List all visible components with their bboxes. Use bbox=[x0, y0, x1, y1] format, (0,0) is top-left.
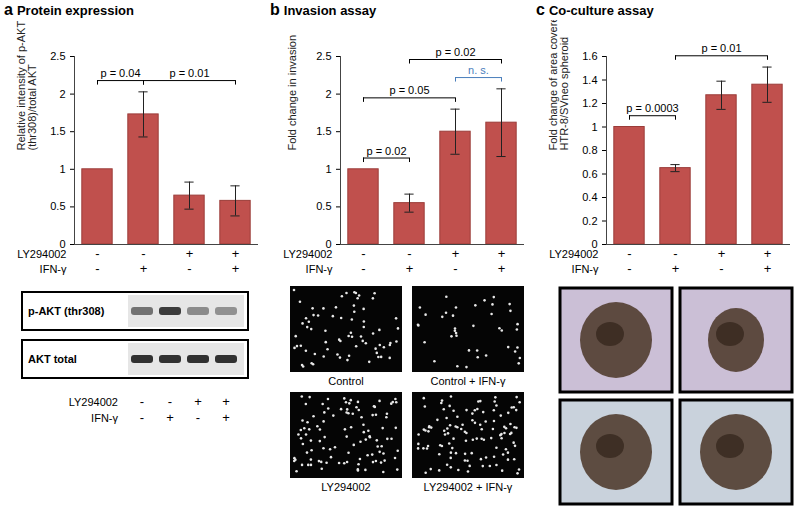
svg-text:-: - bbox=[453, 261, 457, 276]
svg-text:-: - bbox=[361, 246, 365, 261]
svg-text:+: + bbox=[764, 246, 772, 261]
svg-text:-: - bbox=[196, 410, 200, 425]
svg-text:+: + bbox=[452, 246, 460, 261]
svg-text:-: - bbox=[140, 394, 144, 409]
svg-text:0.4: 0.4 bbox=[582, 191, 597, 203]
svg-text:Fold change of area covered by: Fold change of area covered byHTR-8/SVne… bbox=[547, 20, 570, 151]
svg-text:+: + bbox=[232, 261, 240, 276]
svg-text:-: - bbox=[95, 246, 99, 261]
svg-text:n. s.: n. s. bbox=[468, 64, 489, 76]
svg-text:Control: Control bbox=[328, 375, 363, 387]
svg-text:Control + IFN-γ: Control + IFN-γ bbox=[431, 375, 506, 387]
svg-text:-: - bbox=[407, 246, 411, 261]
svg-text:p = 0.02: p = 0.02 bbox=[435, 46, 475, 58]
svg-text:LY294002: LY294002 bbox=[69, 396, 118, 408]
svg-text:1: 1 bbox=[325, 163, 331, 175]
svg-text:-: - bbox=[95, 261, 99, 276]
svg-text:1.6: 1.6 bbox=[582, 50, 597, 62]
svg-text:0.6: 0.6 bbox=[582, 168, 597, 180]
svg-text:AKT total: AKT total bbox=[28, 353, 77, 365]
svg-text:0.5: 0.5 bbox=[50, 200, 65, 212]
svg-text:2: 2 bbox=[325, 88, 331, 100]
svg-text:IFN-γ: IFN-γ bbox=[91, 412, 118, 424]
svg-text:+: + bbox=[222, 394, 230, 409]
svg-text:+: + bbox=[718, 246, 726, 261]
svg-text:1.5: 1.5 bbox=[50, 125, 65, 137]
svg-text:LY294002: LY294002 bbox=[283, 248, 332, 260]
svg-text:IFN-γ: IFN-γ bbox=[306, 263, 333, 275]
svg-text:LY294002 + IFN-γ: LY294002 + IFN-γ bbox=[424, 481, 513, 493]
svg-text:+: + bbox=[672, 261, 680, 276]
svg-text:-: - bbox=[168, 394, 172, 409]
svg-text:IFN-γ: IFN-γ bbox=[572, 263, 599, 275]
svg-text:+: + bbox=[186, 246, 194, 261]
svg-text:-: - bbox=[627, 261, 631, 276]
svg-text:1.2: 1.2 bbox=[582, 97, 597, 109]
svg-text:2.5: 2.5 bbox=[316, 50, 331, 62]
svg-text:-: - bbox=[627, 246, 631, 261]
svg-text:p = 0.01: p = 0.01 bbox=[169, 67, 209, 79]
svg-text:p = 0.02: p = 0.02 bbox=[366, 145, 406, 157]
svg-text:1.5: 1.5 bbox=[316, 125, 331, 137]
html-text:b Invasion assay: b Invasion assay bbox=[270, 1, 377, 18]
svg-text:-: - bbox=[719, 261, 723, 276]
svg-text:-: - bbox=[361, 261, 365, 276]
svg-text:0: 0 bbox=[591, 238, 598, 250]
svg-text:+: + bbox=[194, 394, 202, 409]
svg-text:+: + bbox=[222, 410, 230, 425]
svg-text:LY294002: LY294002 bbox=[17, 248, 66, 260]
svg-text:+: + bbox=[140, 261, 148, 276]
svg-text:0.8: 0.8 bbox=[582, 144, 597, 156]
svg-text:2.5: 2.5 bbox=[50, 50, 65, 62]
svg-text:-: - bbox=[673, 246, 677, 261]
svg-text:-: - bbox=[140, 410, 144, 425]
svg-text:+: + bbox=[406, 261, 414, 276]
svg-text:LY294002: LY294002 bbox=[549, 248, 598, 260]
svg-text:1.4: 1.4 bbox=[582, 74, 597, 86]
svg-text:p-AKT (thr308): p-AKT (thr308) bbox=[28, 305, 105, 317]
svg-text:+: + bbox=[764, 261, 772, 276]
svg-text:LY294002: LY294002 bbox=[321, 481, 370, 493]
svg-text:0.2: 0.2 bbox=[582, 215, 597, 227]
svg-text:0: 0 bbox=[59, 238, 66, 250]
svg-text:IFN-γ: IFN-γ bbox=[40, 263, 67, 275]
svg-text:0.5: 0.5 bbox=[316, 200, 331, 212]
svg-text:+: + bbox=[166, 410, 174, 425]
html-text:a Protein expression: a Protein expression bbox=[4, 1, 134, 18]
svg-text:2: 2 bbox=[59, 88, 65, 100]
svg-text:-: - bbox=[141, 246, 145, 261]
svg-text:+: + bbox=[232, 246, 240, 261]
svg-text:+: + bbox=[498, 246, 506, 261]
svg-text:p = 0.01: p = 0.01 bbox=[701, 42, 741, 54]
svg-text:Relative intensity of p-AKT(th: Relative intensity of p-AKT(thr308)/tota… bbox=[15, 21, 38, 151]
svg-text:+: + bbox=[498, 261, 506, 276]
svg-text:p = 0.05: p = 0.05 bbox=[389, 84, 429, 96]
svg-text:0: 0 bbox=[325, 238, 332, 250]
svg-text:Fold change in invasion: Fold change in invasion bbox=[286, 35, 298, 151]
svg-text:p = 0.0003: p = 0.0003 bbox=[626, 102, 678, 114]
svg-text:1: 1 bbox=[59, 163, 65, 175]
svg-text:p = 0.04: p = 0.04 bbox=[100, 67, 140, 79]
html-text:c Co-culture assay: c Co-culture assay bbox=[536, 1, 654, 18]
svg-text:1: 1 bbox=[591, 121, 597, 133]
svg-text:-: - bbox=[187, 261, 191, 276]
